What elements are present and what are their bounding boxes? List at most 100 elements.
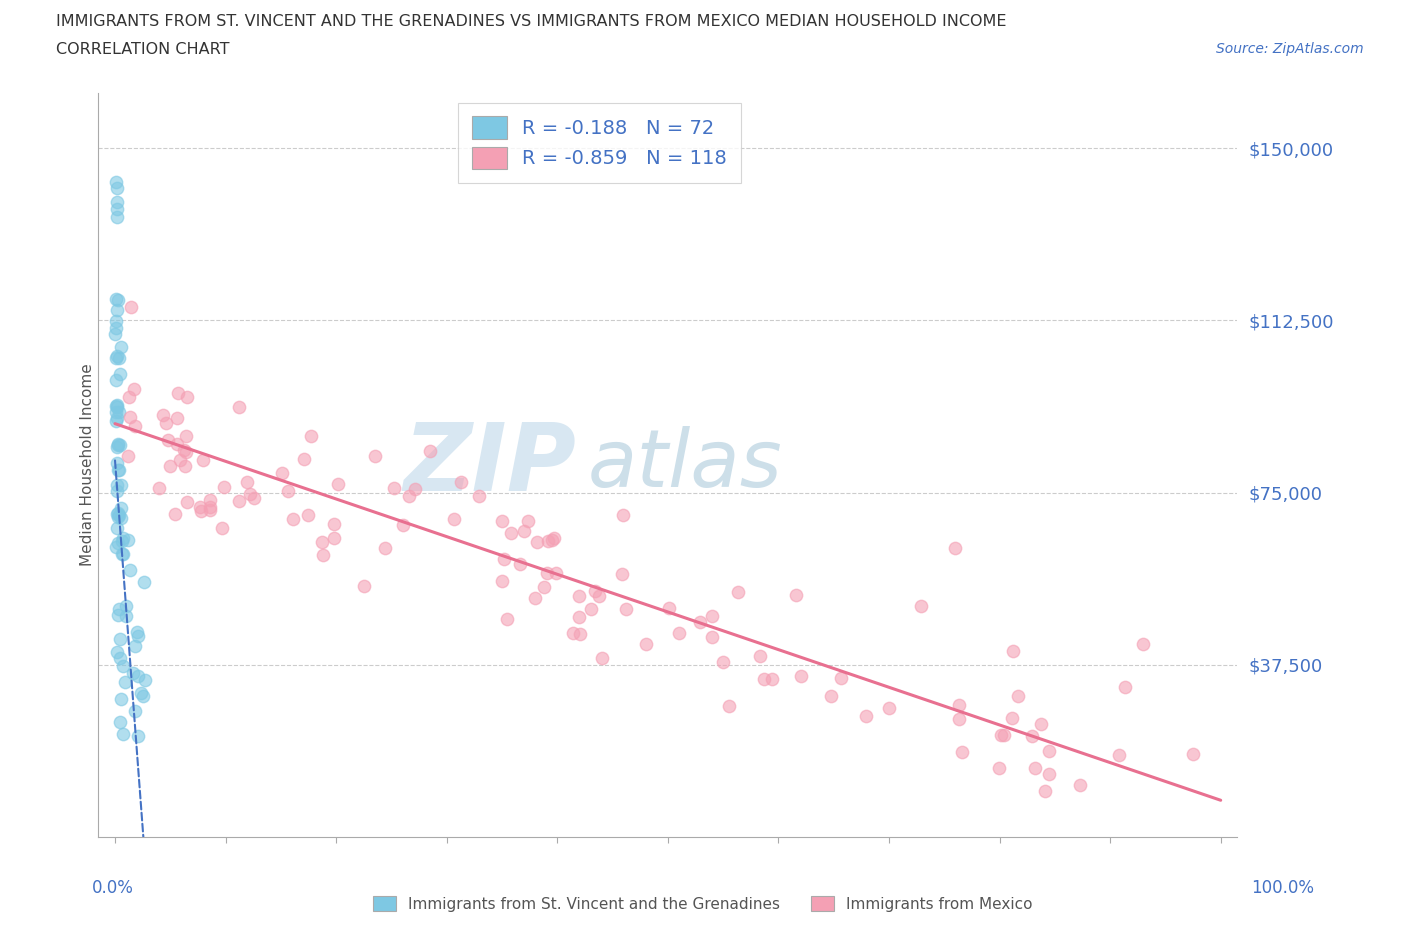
Point: [105, 349, 128, 364]
Point: [1033, 784, 1056, 799]
Point: [526, 535, 548, 550]
Point: [517, 514, 540, 529]
Point: [108, 631, 131, 646]
Point: [105, 373, 128, 388]
Point: [513, 524, 536, 538]
Text: Source: ZipAtlas.com: Source: ZipAtlas.com: [1216, 42, 1364, 56]
Point: [374, 540, 396, 555]
Point: [668, 625, 690, 640]
Point: [108, 601, 131, 616]
Point: [104, 398, 127, 413]
Text: atlas: atlas: [588, 426, 783, 504]
Point: [120, 562, 142, 577]
Point: [524, 591, 547, 605]
Point: [239, 486, 262, 501]
Point: [190, 499, 212, 514]
Point: [1029, 716, 1052, 731]
Point: [107, 521, 129, 536]
Point: [107, 455, 129, 470]
Point: [110, 691, 132, 706]
Point: [702, 630, 724, 644]
Point: [105, 302, 128, 317]
Point: [129, 686, 152, 701]
Point: [104, 413, 127, 428]
Point: [588, 589, 610, 604]
Point: [211, 520, 233, 535]
Point: [277, 484, 299, 498]
Point: [1038, 766, 1060, 781]
Point: [118, 409, 141, 424]
Point: [165, 506, 187, 521]
Point: [134, 672, 156, 687]
Point: [107, 608, 129, 623]
Point: [157, 432, 180, 447]
Point: [105, 202, 128, 217]
Point: [568, 609, 591, 624]
Point: [105, 405, 128, 419]
Point: [169, 453, 191, 468]
Point: [404, 482, 426, 497]
Point: [499, 525, 522, 540]
Point: [392, 517, 415, 532]
Point: [299, 429, 322, 444]
Point: [148, 481, 170, 496]
Point: [107, 293, 129, 308]
Point: [117, 390, 139, 405]
Point: [877, 701, 900, 716]
Point: [993, 728, 1015, 743]
Point: [104, 321, 127, 336]
Point: [174, 429, 197, 444]
Point: [105, 484, 128, 498]
Text: ZIP: ZIP: [404, 419, 576, 511]
Point: [107, 437, 129, 452]
Point: [115, 608, 138, 623]
Point: [198, 492, 221, 507]
Point: [117, 449, 139, 464]
Point: [124, 704, 146, 719]
Point: [353, 578, 375, 593]
Point: [122, 666, 145, 681]
Point: [134, 574, 156, 589]
Point: [568, 588, 591, 603]
Point: [537, 534, 560, 549]
Y-axis label: Median Household Income: Median Household Income: [80, 364, 94, 566]
Point: [108, 366, 131, 381]
Point: [115, 599, 138, 614]
Point: [125, 625, 148, 640]
Point: [104, 539, 127, 554]
Point: [110, 339, 132, 354]
Point: [328, 476, 350, 491]
Point: [689, 615, 711, 630]
Point: [1001, 644, 1024, 658]
Point: [190, 504, 212, 519]
Point: [236, 475, 259, 490]
Point: [105, 351, 128, 365]
Point: [107, 400, 129, 415]
Point: [543, 530, 565, 545]
Point: [820, 688, 842, 703]
Point: [112, 530, 135, 545]
Point: [105, 478, 128, 493]
Point: [108, 650, 131, 665]
Point: [292, 451, 315, 466]
Point: [176, 495, 198, 510]
Point: [105, 440, 128, 455]
Point: [536, 565, 558, 580]
Point: [127, 669, 149, 684]
Point: [950, 744, 973, 759]
Point: [1007, 688, 1029, 703]
Point: [271, 465, 294, 480]
Point: [450, 474, 472, 489]
Point: [717, 698, 740, 713]
Point: [1021, 728, 1043, 743]
Point: [124, 418, 146, 433]
Point: [419, 444, 441, 458]
Point: [1069, 777, 1091, 792]
Point: [443, 512, 465, 526]
Point: [173, 443, 195, 458]
Point: [108, 508, 131, 523]
Point: [855, 709, 877, 724]
Point: [105, 180, 128, 195]
Point: [754, 671, 776, 686]
Point: [322, 530, 344, 545]
